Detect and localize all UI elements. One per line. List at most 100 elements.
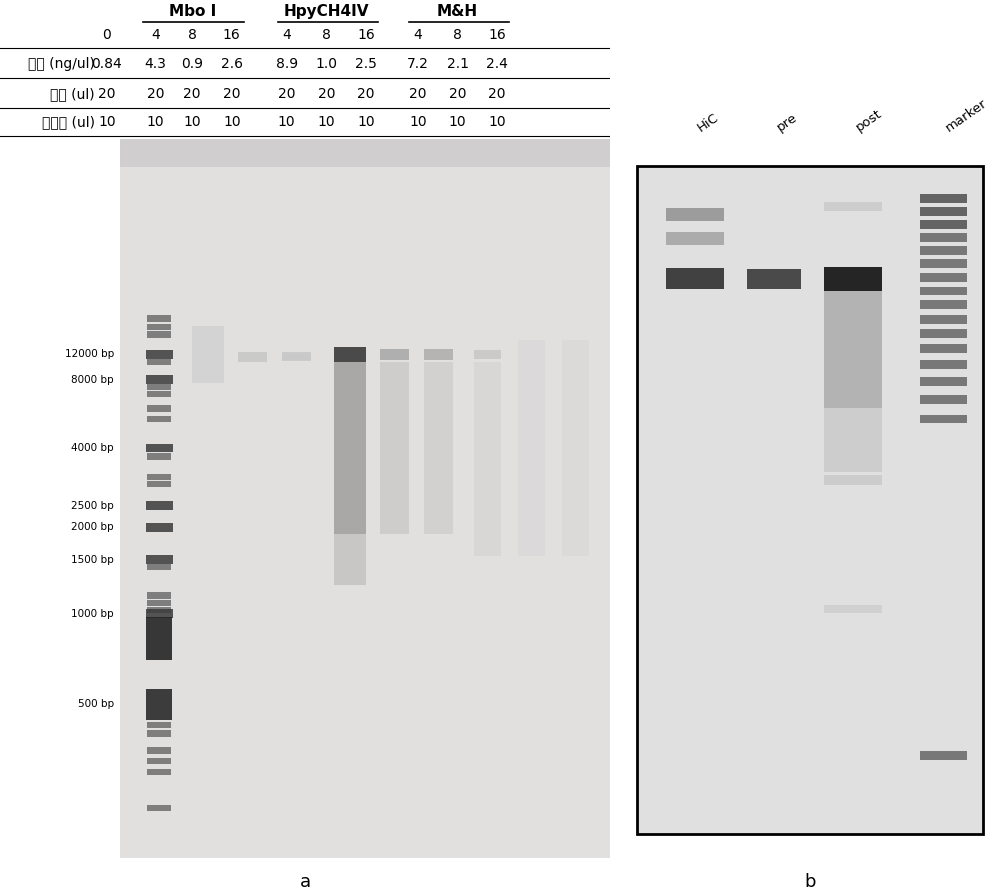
Text: 10: 10 — [409, 115, 427, 129]
Text: M&H: M&H — [437, 4, 478, 19]
Bar — [518, 340, 545, 556]
Text: HiC: HiC — [695, 110, 721, 134]
Bar — [146, 443, 173, 452]
Text: 16: 16 — [488, 28, 506, 42]
Text: 10: 10 — [98, 115, 116, 129]
Text: Mbo I: Mbo I — [169, 4, 216, 19]
Text: 12000 bp: 12000 bp — [65, 350, 114, 359]
Bar — [147, 721, 171, 729]
Text: post: post — [853, 107, 884, 134]
Bar — [282, 352, 311, 361]
Bar — [146, 609, 173, 618]
Bar — [146, 555, 173, 564]
Bar — [146, 617, 172, 624]
Text: 体积 (ul): 体积 (ul) — [50, 88, 95, 101]
Bar — [192, 325, 224, 384]
Text: pre: pre — [774, 111, 799, 134]
Bar — [920, 247, 967, 255]
Text: 4.3: 4.3 — [145, 56, 166, 71]
Text: 20: 20 — [183, 88, 201, 101]
Bar — [666, 208, 724, 221]
Text: 16: 16 — [223, 28, 241, 42]
Text: 20: 20 — [147, 88, 164, 101]
Bar — [147, 384, 171, 390]
Bar — [146, 523, 173, 532]
Text: 8000 bp: 8000 bp — [71, 375, 114, 384]
Bar — [146, 638, 172, 646]
Bar — [920, 287, 967, 295]
Bar — [920, 232, 967, 241]
Text: 2.6: 2.6 — [221, 56, 243, 71]
Bar — [147, 453, 171, 460]
Bar — [920, 220, 967, 229]
Text: 20: 20 — [223, 88, 241, 101]
Bar — [120, 139, 610, 167]
Bar — [146, 631, 172, 638]
Bar — [146, 502, 173, 510]
Text: 4: 4 — [151, 28, 160, 42]
Bar — [147, 324, 171, 331]
Text: 8.9: 8.9 — [276, 56, 298, 71]
Bar — [147, 805, 171, 811]
Bar — [147, 607, 171, 613]
Text: 20: 20 — [409, 88, 427, 101]
Text: 2000 bp: 2000 bp — [71, 522, 114, 532]
Bar — [380, 362, 409, 535]
Text: 1.0: 1.0 — [315, 56, 337, 71]
Bar — [920, 377, 967, 386]
Bar — [666, 232, 724, 245]
Bar — [146, 654, 172, 661]
Bar — [824, 202, 882, 210]
Text: marker: marker — [943, 97, 990, 134]
Bar — [146, 713, 172, 721]
Bar — [147, 563, 171, 570]
Text: 0: 0 — [102, 28, 111, 42]
Bar — [334, 535, 366, 585]
Text: 8: 8 — [322, 28, 331, 42]
Text: 2.5: 2.5 — [355, 56, 377, 71]
Bar — [666, 268, 724, 290]
Bar — [824, 291, 882, 408]
Bar — [147, 316, 171, 322]
Text: 2500 bp: 2500 bp — [71, 501, 114, 510]
Bar — [146, 688, 172, 696]
Bar — [334, 347, 366, 362]
Text: 8: 8 — [453, 28, 462, 42]
Text: a: a — [299, 873, 311, 891]
Bar — [474, 350, 501, 359]
Bar — [147, 600, 171, 606]
Bar — [424, 349, 453, 360]
Bar — [147, 474, 171, 480]
Text: 1500 bp: 1500 bp — [71, 554, 114, 565]
Text: 浓度 (ng/ul): 浓度 (ng/ul) — [28, 56, 95, 71]
Text: 7.2: 7.2 — [407, 56, 429, 71]
Text: 0.84: 0.84 — [91, 56, 122, 71]
Bar — [147, 358, 171, 365]
Bar — [146, 704, 172, 713]
Bar — [824, 267, 882, 291]
Bar — [920, 359, 967, 368]
Bar — [334, 362, 366, 535]
Text: 20: 20 — [357, 88, 375, 101]
Bar — [920, 259, 967, 268]
Bar — [824, 604, 882, 613]
Text: 500 bp: 500 bp — [78, 698, 114, 709]
Bar — [920, 415, 967, 424]
Bar — [147, 416, 171, 423]
Text: 4: 4 — [282, 28, 291, 42]
Text: 4000 bp: 4000 bp — [71, 443, 114, 453]
Bar — [146, 697, 172, 705]
Text: 10: 10 — [488, 115, 506, 129]
Text: 16: 16 — [357, 28, 375, 42]
Text: 1000 bp: 1000 bp — [71, 609, 114, 619]
Text: 10: 10 — [183, 115, 201, 129]
Text: 10: 10 — [357, 115, 375, 129]
Bar — [147, 391, 171, 397]
Bar — [380, 349, 409, 360]
Bar — [474, 362, 501, 556]
Bar — [562, 340, 589, 556]
Text: 2.4: 2.4 — [486, 56, 508, 71]
Text: 20: 20 — [449, 88, 466, 101]
Bar — [282, 353, 311, 360]
Text: 20: 20 — [318, 88, 335, 101]
